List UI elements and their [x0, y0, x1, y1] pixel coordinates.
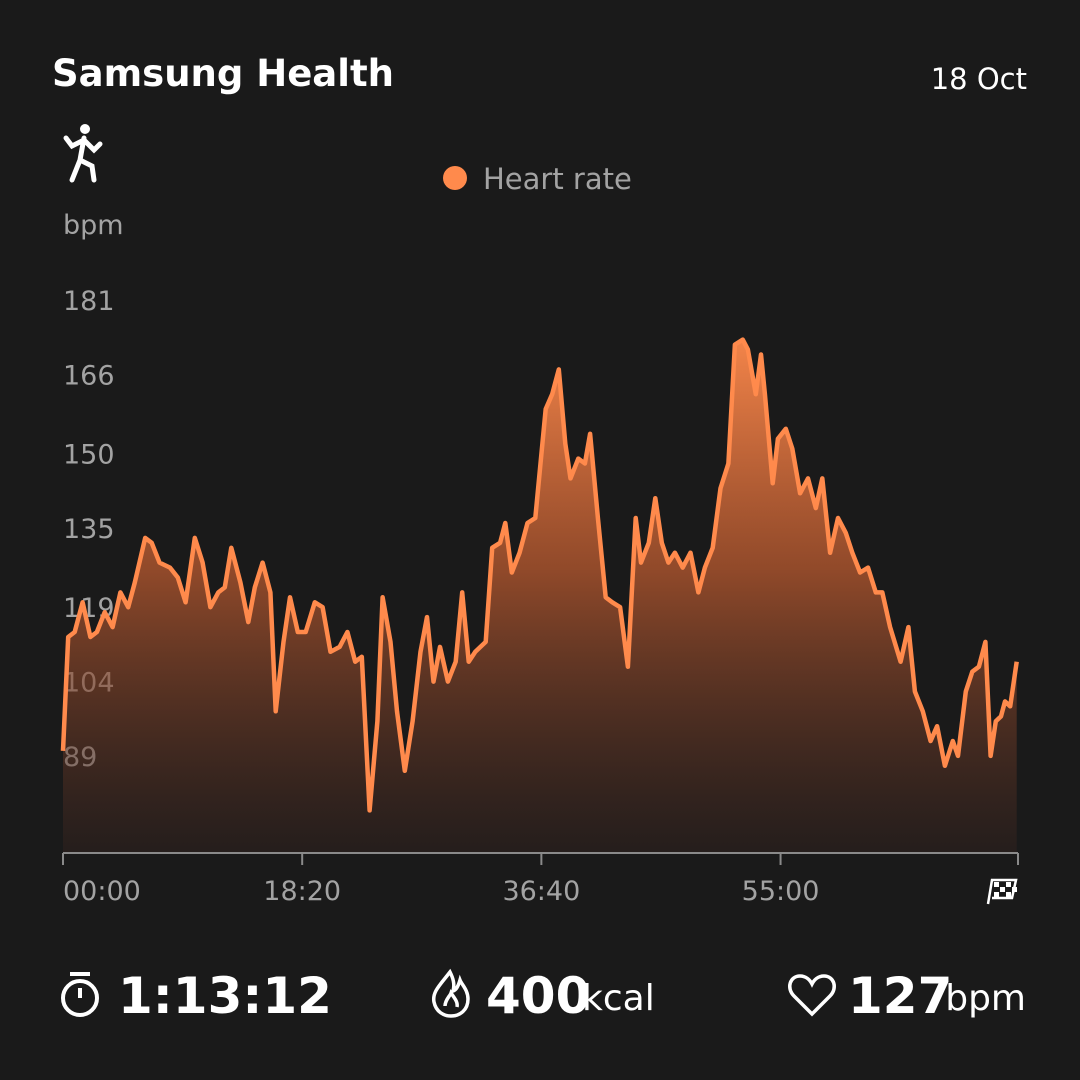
flag-check — [1006, 892, 1011, 897]
legend-swatch — [443, 166, 467, 190]
heart-rate-unit: bpm — [945, 978, 1026, 1019]
area-fill — [63, 339, 1017, 854]
x-tick-label: 18:20 — [263, 876, 341, 907]
date: 18 Oct — [931, 62, 1027, 96]
line — [60, 337, 1019, 813]
flag-outline — [986, 878, 1018, 905]
activity-icon — [63, 124, 103, 183]
flag-check — [1000, 887, 1005, 892]
y-tick-label: 150 — [63, 440, 115, 471]
finish-flag-icon — [986, 878, 1018, 905]
flag-check — [994, 892, 999, 897]
x-tick-label: 00:00 — [63, 876, 141, 907]
duration: 1:13:12 — [118, 967, 332, 1025]
x-tick-label: 36:40 — [502, 876, 580, 907]
calories: 400 — [486, 967, 590, 1025]
calories-unit: kcal — [582, 978, 655, 1019]
y-tick-label: 166 — [63, 360, 115, 391]
y-tick-label: 181 — [63, 286, 115, 317]
y-tick-label: 135 — [63, 514, 115, 545]
heart-icon — [788, 974, 836, 1017]
plot: Heart rate1811661501351191048900:0018:20… — [60, 162, 1019, 907]
flame-icon — [431, 968, 470, 1018]
stopwatch-icon — [61, 972, 99, 1017]
x-tick-label: 55:00 — [742, 876, 820, 907]
flag-check — [1012, 887, 1017, 892]
flag-check — [994, 882, 999, 887]
app-title: Samsung Health — [52, 52, 394, 95]
heart-rate: 127 — [848, 967, 952, 1025]
y-axis-label: bpm — [63, 210, 124, 241]
flag-check — [1006, 882, 1011, 887]
legend-label: Heart rate — [483, 162, 632, 196]
